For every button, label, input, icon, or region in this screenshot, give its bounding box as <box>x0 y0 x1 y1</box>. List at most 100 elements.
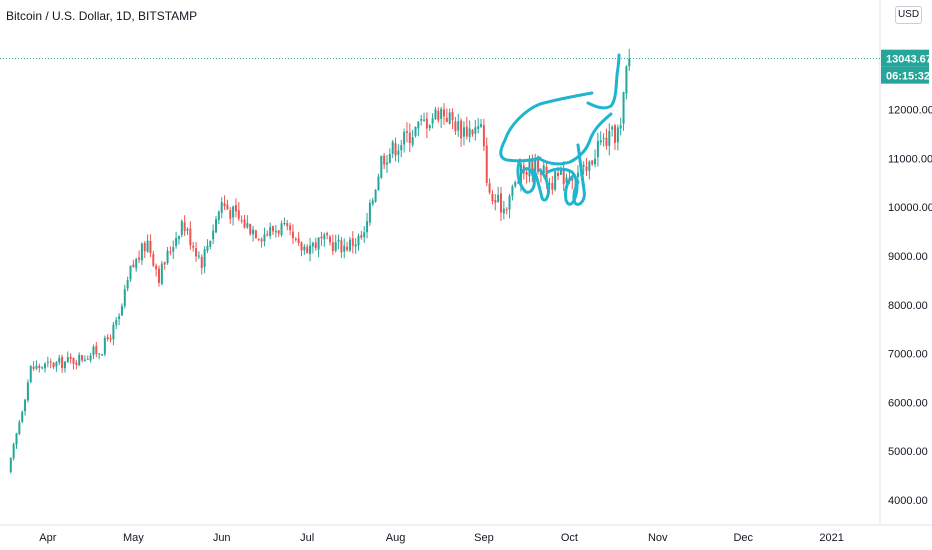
candle <box>75 359 78 370</box>
candle <box>354 238 357 255</box>
candle <box>192 241 195 252</box>
candle <box>497 186 500 203</box>
candle <box>206 239 209 254</box>
y-tick-label: 10000.00 <box>888 202 932 214</box>
candle <box>320 231 323 246</box>
candle <box>363 225 366 243</box>
candle <box>203 246 206 274</box>
candle <box>12 442 15 461</box>
candle <box>200 254 203 275</box>
candle <box>474 120 477 141</box>
candle <box>594 149 597 168</box>
candle <box>451 108 454 129</box>
candle <box>443 103 445 125</box>
candle <box>286 219 289 231</box>
drawing-stroke <box>532 168 550 202</box>
candle <box>266 230 269 237</box>
candle <box>149 234 152 258</box>
candle <box>611 125 614 137</box>
candle <box>263 227 266 247</box>
candle <box>49 358 52 369</box>
candle <box>494 194 497 211</box>
candle <box>471 129 474 137</box>
candle <box>591 160 594 166</box>
currency-button[interactable]: USD <box>895 6 922 24</box>
candle <box>423 112 426 122</box>
x-tick-label: Sep <box>474 532 494 544</box>
candles-layer <box>9 48 631 474</box>
candle <box>183 215 186 236</box>
candle <box>260 237 263 248</box>
candle <box>508 193 511 219</box>
candle <box>605 128 608 150</box>
candle <box>477 118 480 134</box>
candle <box>400 140 403 158</box>
candle <box>448 108 451 125</box>
candle <box>440 106 443 129</box>
candle <box>599 131 602 146</box>
candle <box>329 234 331 246</box>
countdown-text: 06:15:32 <box>886 71 930 83</box>
candle <box>254 230 257 239</box>
drawing-stroke <box>536 112 613 166</box>
chart-title: Bitcoin / U.S. Dollar, 1D, BITSTAMP <box>6 9 198 23</box>
candle <box>226 199 229 210</box>
candle <box>46 356 49 368</box>
candle <box>323 232 326 247</box>
candle <box>596 132 599 167</box>
candle <box>280 220 283 237</box>
candle <box>408 123 411 153</box>
candle <box>297 232 300 246</box>
candle <box>337 234 340 250</box>
drawing-stroke <box>516 158 536 194</box>
drawing-stroke <box>572 143 586 206</box>
candle <box>306 244 309 254</box>
candle <box>468 120 471 143</box>
candle <box>625 65 628 100</box>
candle <box>383 153 386 169</box>
candle <box>163 261 166 270</box>
candle <box>371 197 374 206</box>
candle <box>377 173 380 191</box>
candle <box>41 366 44 370</box>
candle <box>488 178 491 195</box>
candle <box>195 241 198 262</box>
candle <box>129 265 132 282</box>
candle <box>465 116 468 140</box>
candle <box>505 207 508 215</box>
candle <box>223 195 226 210</box>
candle <box>420 114 423 126</box>
candle <box>212 224 215 244</box>
candle <box>63 361 66 373</box>
candle <box>434 106 437 120</box>
candle <box>414 126 417 138</box>
candle <box>89 352 92 363</box>
candle <box>500 187 502 221</box>
candle <box>417 120 420 137</box>
candle <box>628 48 631 71</box>
candle <box>386 154 388 174</box>
candle <box>511 184 514 201</box>
candle <box>24 398 27 416</box>
x-tick-label: 2021 <box>819 532 843 544</box>
candle <box>274 224 277 238</box>
candle <box>217 210 220 225</box>
candle <box>29 365 32 384</box>
candle <box>78 352 81 366</box>
candle <box>462 121 465 146</box>
candle <box>189 221 192 250</box>
last-price-text: 13043.67 <box>886 54 932 66</box>
x-tick-label: Jun <box>213 532 231 544</box>
candle <box>92 344 95 360</box>
candle <box>291 224 294 244</box>
candle <box>346 241 349 252</box>
candle <box>160 260 163 286</box>
candle <box>343 238 346 259</box>
candle <box>257 238 260 242</box>
candle <box>115 317 118 330</box>
candle <box>454 116 457 135</box>
candle <box>585 157 588 176</box>
candle <box>614 124 616 150</box>
candle <box>120 303 123 316</box>
candle <box>388 148 391 164</box>
